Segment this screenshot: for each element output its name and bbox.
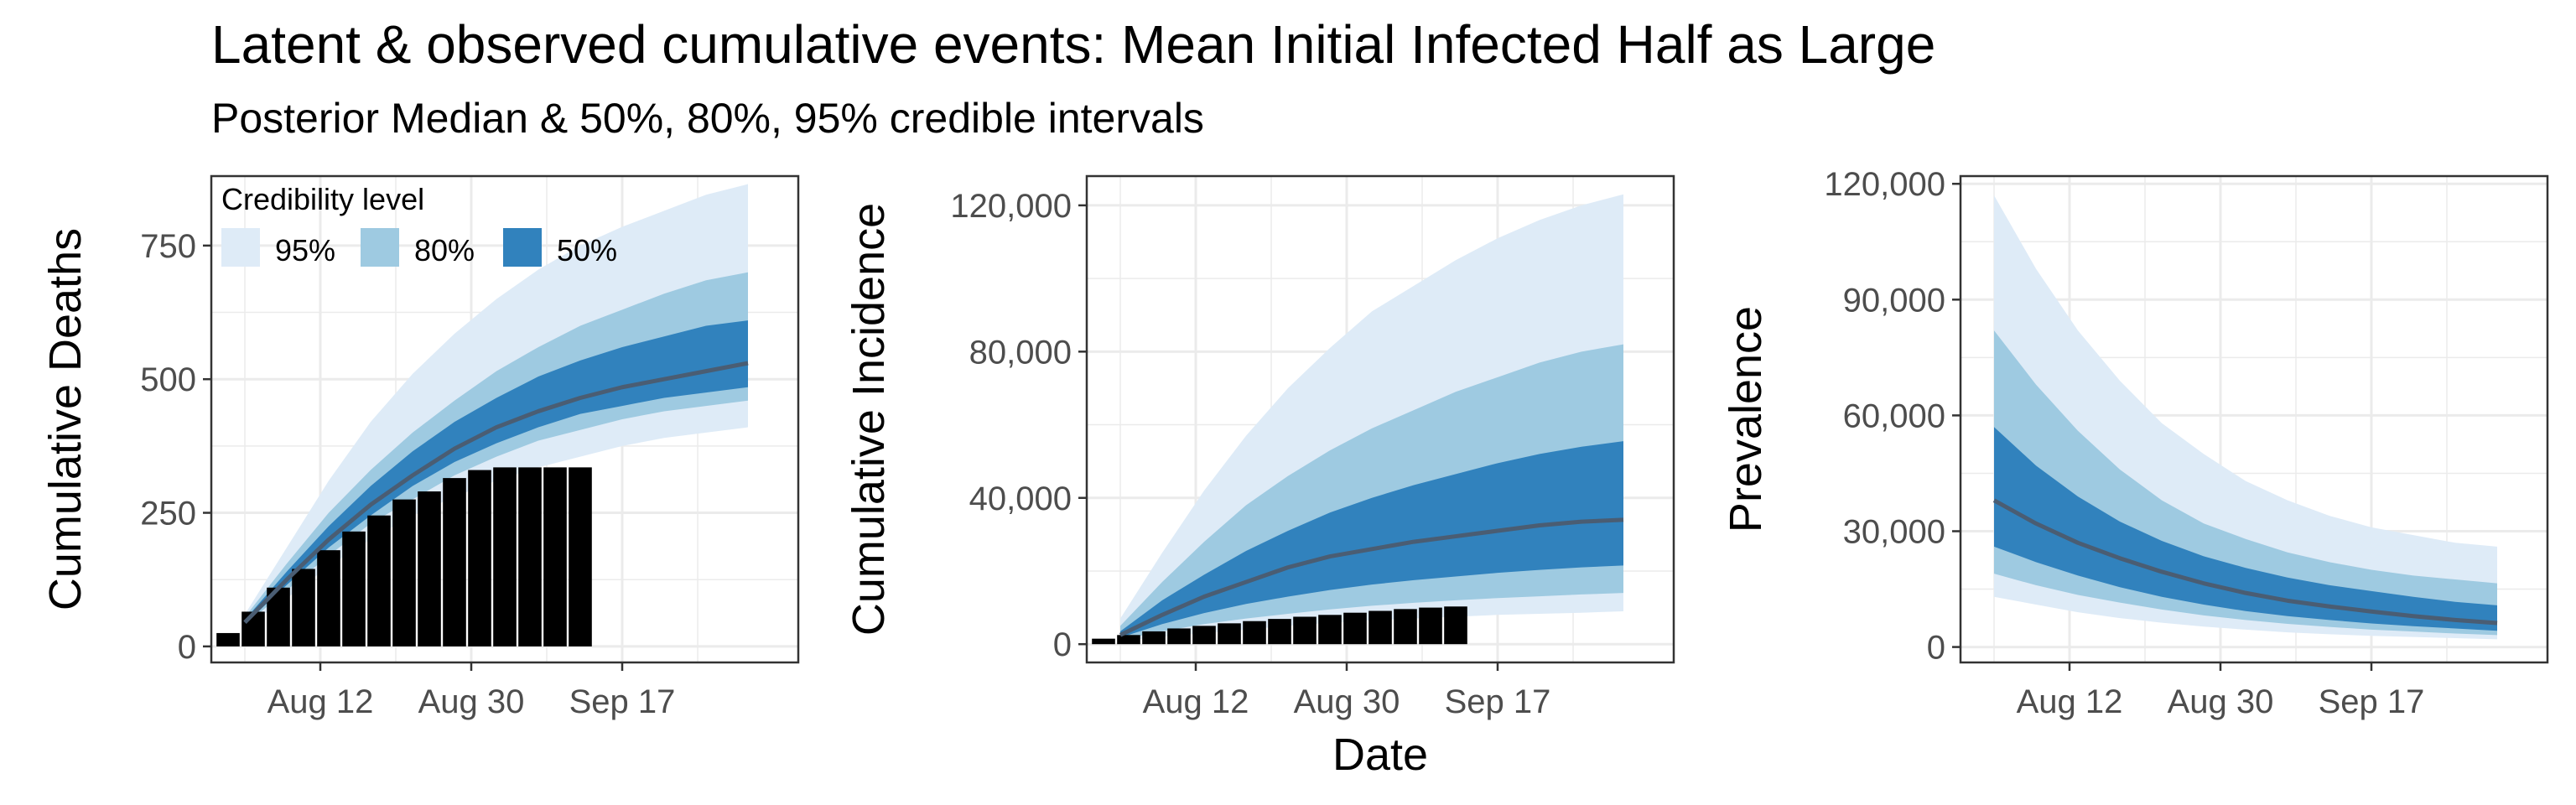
x-tick-label: Aug 30 — [2168, 683, 2274, 720]
median-line — [1119, 517, 1624, 637]
legend-swatch-95 — [221, 228, 260, 267]
y-tick-label: 0 — [1053, 626, 1072, 663]
observed-bar — [543, 467, 567, 647]
legend-swatch-50 — [503, 228, 542, 267]
panel-incidence: 0 40,000 80,000 120,000 Aug 12 Aug 30 Sep 17 C… — [844, 174, 1675, 780]
y-tick-label: 120,000 — [1824, 166, 1945, 203]
panel-incidence-median — [1119, 517, 1624, 637]
x-tick-label: Aug 30 — [418, 683, 525, 720]
panel-prevalence: 0 30,000 60,000 90,000 120,000 Aug 12 Aug 30 Se… — [1721, 166, 2549, 720]
y-tick-label: 80,000 — [969, 334, 1072, 371]
x-tick-label: Aug 30 — [1294, 683, 1400, 720]
observed-bar — [1343, 612, 1367, 645]
median-line — [243, 361, 749, 624]
chart-title: Latent & observed cumulative events: Mea… — [211, 14, 1936, 75]
legend: Credibility level 95% 80% 50% — [221, 182, 617, 267]
x-tick-label: Sep 17 — [569, 683, 676, 720]
observed-bar — [1368, 610, 1392, 645]
observed-bar — [1293, 616, 1317, 645]
observed-bar — [1268, 619, 1291, 645]
band-50 — [1994, 427, 2497, 631]
observed-bar — [342, 531, 366, 647]
panel-incidence-axes: 0 40,000 80,000 120,000 Aug 12 Aug 30 Sep 17 — [950, 188, 1550, 720]
band-50 — [1120, 441, 1623, 638]
x-axis-label: Date — [1332, 730, 1428, 780]
observed-bar — [1243, 621, 1266, 645]
panel-prevalence-median — [1992, 498, 2498, 626]
y-tick-label: 90,000 — [1843, 282, 1945, 319]
panel-deaths-median — [243, 361, 749, 624]
y-tick-label: 40,000 — [969, 480, 1072, 517]
observed-bar — [1167, 628, 1191, 645]
panel-prevalence-axes: 0 30,000 60,000 90,000 120,000 Aug 12 Aug 30 Se… — [1824, 166, 2424, 720]
panel-prevalence-ylabel: Prevalence — [1721, 306, 1771, 532]
y-tick-label: 250 — [140, 496, 196, 532]
panel-deaths: 0 250 500 750 Aug 12 Aug 30 Sep 17 Cumulative … — [40, 174, 800, 720]
x-tick-label: Aug 12 — [267, 683, 374, 720]
observed-bar — [392, 499, 416, 647]
y-tick-label: 60,000 — [1843, 397, 1945, 434]
x-tick-label: Aug 12 — [1143, 683, 1249, 720]
legend-label-80: 80% — [414, 233, 475, 267]
panel-deaths-border — [210, 174, 800, 664]
panel-deaths-ylabel: Cumulative Deaths — [40, 228, 91, 610]
observed-bar — [1117, 635, 1140, 645]
observed-bar — [1394, 609, 1417, 645]
observed-bar — [493, 467, 517, 647]
panel-incidence-border — [1085, 174, 1675, 664]
median-line — [1992, 498, 2498, 626]
x-tick-label: Aug 12 — [2017, 683, 2123, 720]
y-tick-label: 0 — [178, 629, 196, 666]
observed-bar — [317, 550, 340, 647]
observed-bar — [418, 491, 441, 647]
observed-bar — [443, 478, 466, 647]
legend-label-95: 95% — [275, 233, 335, 267]
panel-prevalence-border — [1959, 174, 2549, 664]
observed-bar — [1142, 631, 1166, 645]
legend-title: Credibility level — [221, 182, 424, 216]
panel-deaths-observed-bars — [216, 467, 592, 647]
y-tick-label: 750 — [140, 228, 196, 265]
observed-bar — [1444, 606, 1467, 645]
legend-swatch-80 — [361, 228, 399, 267]
observed-bar — [216, 632, 240, 647]
observed-bar — [468, 470, 491, 647]
y-tick-label: 30,000 — [1843, 513, 1945, 550]
band-50 — [245, 320, 748, 625]
y-tick-label: 120,000 — [950, 188, 1072, 225]
observed-bar — [1218, 623, 1241, 645]
panel-incidence-ylabel: Cumulative Incidence — [844, 203, 894, 636]
y-tick-label: 500 — [140, 361, 196, 398]
observed-bar — [242, 611, 265, 647]
observed-bar — [1192, 626, 1216, 645]
panel-incidence-observed-bars — [1092, 606, 1467, 645]
legend-label-50: 50% — [557, 233, 617, 267]
panel-deaths-axes: 0 250 500 750 Aug 12 Aug 30 Sep 17 — [140, 228, 675, 720]
observed-bar — [1419, 607, 1442, 645]
y-tick-label: 0 — [1927, 630, 1945, 667]
observed-bar — [569, 467, 592, 647]
observed-bar — [367, 515, 391, 647]
x-tick-label: Sep 17 — [1445, 683, 1551, 720]
x-tick-label: Sep 17 — [2319, 683, 2425, 720]
observed-bar — [1318, 615, 1342, 645]
observed-bar — [292, 569, 315, 647]
observed-bar — [518, 467, 542, 647]
observed-bar — [1092, 638, 1115, 645]
chart-subtitle: Posterior Median & 50%, 80%, 95% credibl… — [211, 95, 1204, 142]
